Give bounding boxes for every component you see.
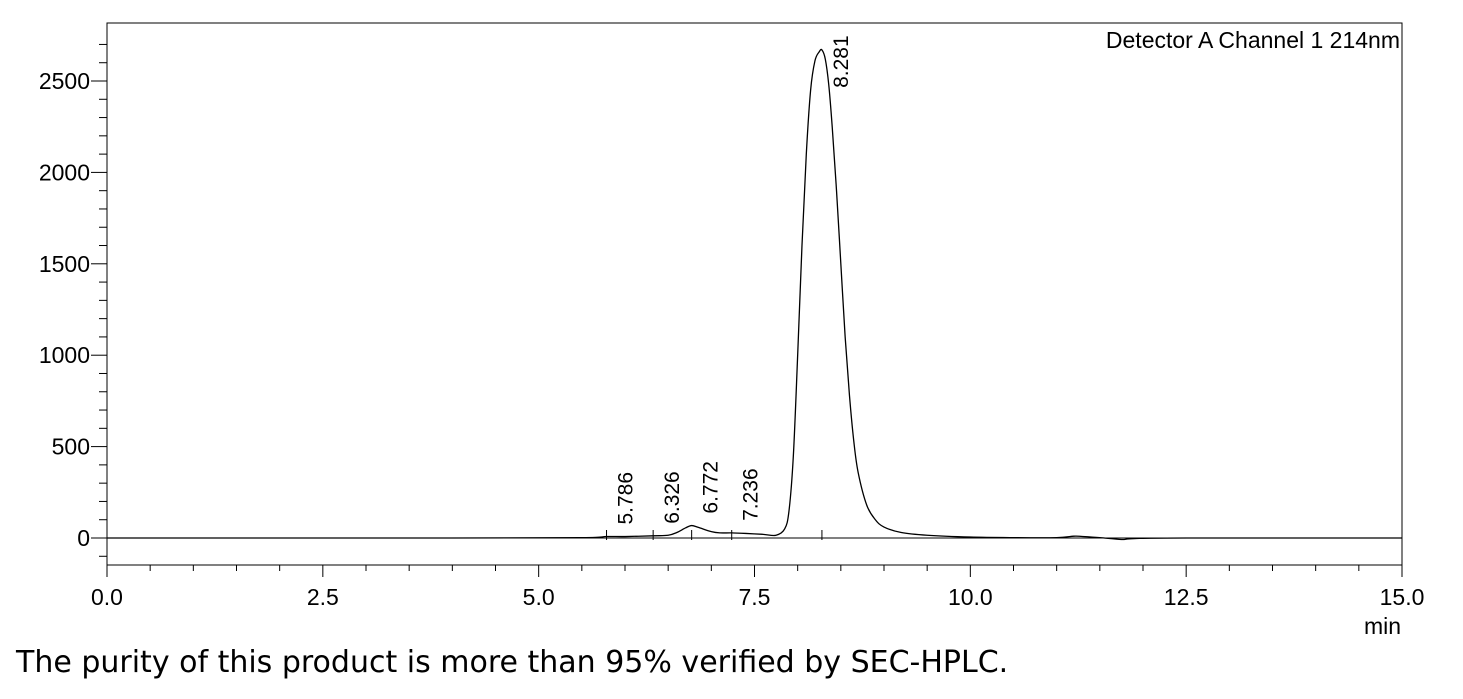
x-tick-label: 2.5 <box>307 584 339 610</box>
x-axis: 0.0 2.5 5.0 7.5 10.0 12.5 15.0 <box>91 565 1424 610</box>
y-tick-label: 2500 <box>39 68 90 94</box>
x-axis-unit-label: min <box>1364 613 1401 639</box>
series-group <box>106 48 1403 541</box>
x-tick-label: 10.0 <box>948 584 993 610</box>
purity-caption: The purity of this product is more than … <box>16 645 1009 680</box>
peak-label-5.786: 5.786 <box>615 472 638 525</box>
x-tick-label: 7.5 <box>739 584 771 610</box>
peak-label-7.236: 7.236 <box>740 468 763 521</box>
peak-label-8.281: 8.281 <box>830 35 853 88</box>
peak-label-6.772: 6.772 <box>700 461 723 514</box>
y-axis: 0 500 1000 1500 2000 2500 <box>39 43 107 557</box>
x-tick-label: 5.0 <box>523 584 555 610</box>
x-tick-label: 0.0 <box>91 584 123 610</box>
peak-labels: 5.786 6.326 6.772 7.236 8.281 <box>606 35 853 540</box>
y-tick-label: 1000 <box>39 342 90 368</box>
peak-label-6.326: 6.326 <box>661 471 684 524</box>
y-tick-label: 2000 <box>39 159 90 185</box>
chromatogram-trace <box>106 48 1403 541</box>
y-tick-label: 0 <box>77 525 90 551</box>
y-tick-label: 1500 <box>39 251 90 277</box>
x-tick-label: 15.0 <box>1380 584 1425 610</box>
y-tick-label: 500 <box>52 434 90 460</box>
detector-title: Detector A Channel 1 214nm <box>1106 27 1400 53</box>
x-tick-label: 12.5 <box>1164 584 1209 610</box>
chromatogram-chart: 0 500 1000 1500 2000 2500 0.0 2.5 5.0 7.5 10.0 12.… <box>39 22 1424 639</box>
